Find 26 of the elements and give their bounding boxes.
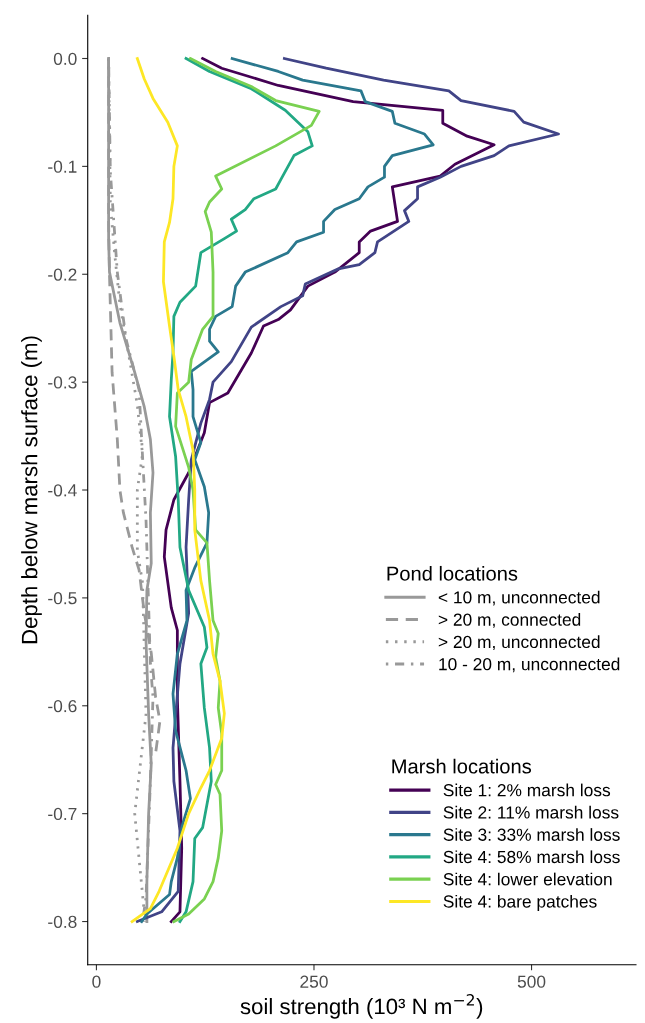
text: Pond locations [387,565,518,581]
legend-label: 10 - 20 m, unconnected [439,657,620,673]
x-tick-label: 0 [92,975,101,988]
y-tick-label: -0.5 [48,592,77,605]
legend-label: Site 4: bare patches [443,894,597,912]
x-axis-title: soil strength (10³ N m$^{−2}$) [240,994,483,1019]
legend-label: > 20 m, unconnected [438,635,600,651]
legend-label: > 20 m, connected [438,613,581,628]
y-axis-title: Depth below marsh surface (m) [21,336,42,644]
y-tick-label: -0.7 [48,807,77,821]
y-tick-label: 0.0 [53,52,77,65]
y-tick-label: -0.3 [48,376,77,389]
text: Marsh locations [392,758,532,774]
legend-label: Site 2: 11% marsh loss [443,805,619,819]
legend-label: Site 4: 58% marsh loss [443,850,620,864]
legend-label: Site 3: 33% marsh loss [443,828,620,841]
y-tick-label: -0.1 [48,160,77,173]
y-tick-label: -0.4 [48,484,77,497]
y-tick-label: -0.6 [48,699,77,713]
legend-label: Site 1: 2% marsh loss [443,783,611,797]
legend-label: < 10 m, unconnected [438,590,600,606]
x-tick-label: 250 [300,975,328,988]
x-tick-label: 500 [517,975,546,988]
y-tick-label: -0.8 [48,915,77,928]
legend-label: Site 4: lower elevation [443,872,612,886]
y-tick-label: -0.2 [48,268,77,281]
